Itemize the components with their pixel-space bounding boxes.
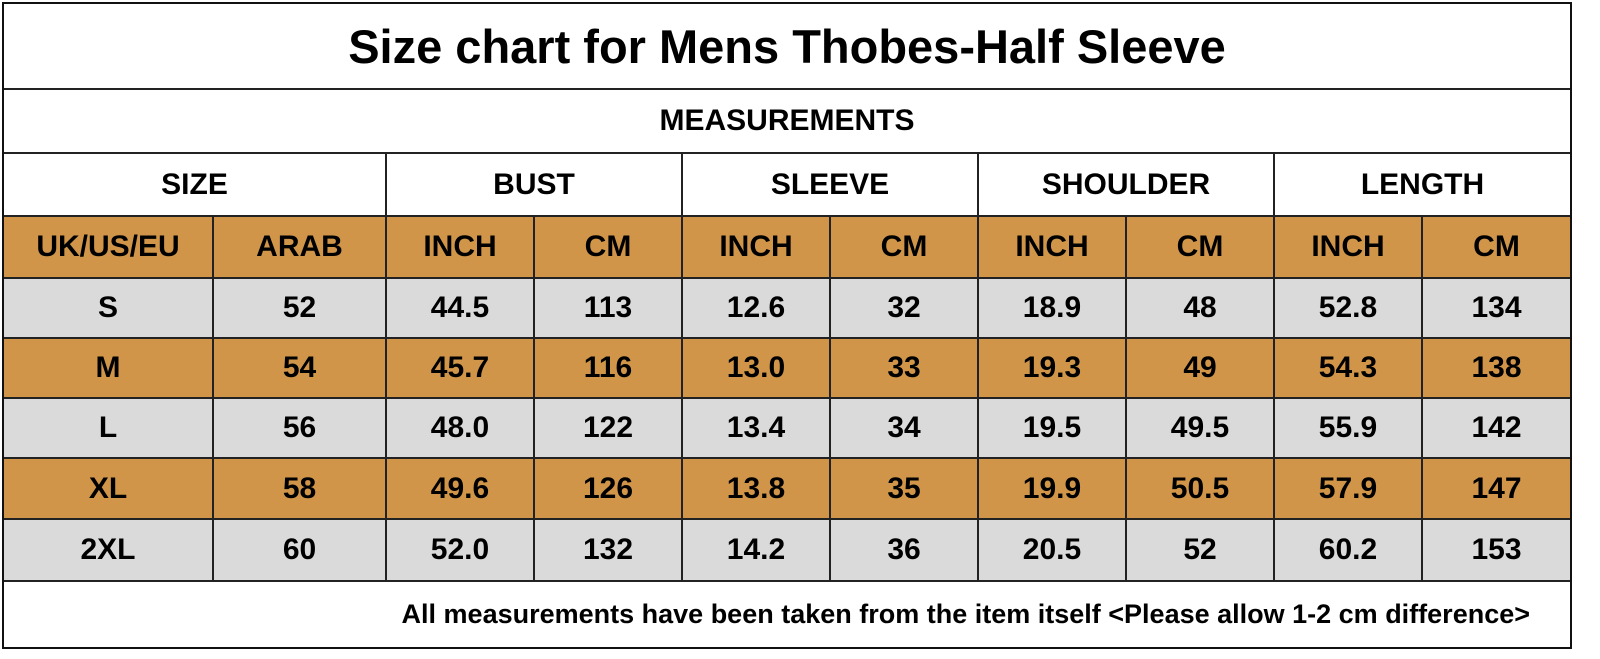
- table-cell: 34: [831, 399, 979, 459]
- table-cell: 142: [1423, 399, 1570, 459]
- unit-header: CM: [535, 217, 683, 279]
- table-cell: 48.0: [387, 399, 535, 459]
- group-header: SLEEVE: [683, 154, 979, 217]
- table-cell: 134: [1423, 279, 1570, 339]
- table-cell: 33: [831, 339, 979, 399]
- table-cell: 35: [831, 459, 979, 520]
- table-cell: 54.3: [1275, 339, 1423, 399]
- table-cell: 18.9: [979, 279, 1127, 339]
- table-cell: 49.5: [1127, 399, 1275, 459]
- title: Size chart for Mens Thobes-Half Sleeve: [4, 4, 1570, 90]
- unit-header: ARAB: [214, 217, 387, 279]
- table-cell: 122: [535, 399, 683, 459]
- table-cell: 13.4: [683, 399, 831, 459]
- table-cell: 52: [214, 279, 387, 339]
- table-cell: 147: [1423, 459, 1570, 520]
- table-cell: M: [4, 339, 214, 399]
- group-header: SHOULDER: [979, 154, 1275, 217]
- section-heading: MEASUREMENTS: [4, 90, 1570, 154]
- footer-note: All measurements have been taken from th…: [401, 599, 1530, 629]
- table-cell: XL: [4, 459, 214, 520]
- table-cell: L: [4, 399, 214, 459]
- unit-header: INCH: [387, 217, 535, 279]
- table-cell: 20.5: [979, 520, 1127, 582]
- table-cell: 153: [1423, 520, 1570, 582]
- table-cell: 19.9: [979, 459, 1127, 520]
- table-cell: 12.6: [683, 279, 831, 339]
- table-cell: 19.5: [979, 399, 1127, 459]
- table-cell: 36: [831, 520, 979, 582]
- table-cell: 48: [1127, 279, 1275, 339]
- unit-header: CM: [1423, 217, 1570, 279]
- table-cell: 56: [214, 399, 387, 459]
- table-cell: 13.8: [683, 459, 831, 520]
- table-cell: 54: [214, 339, 387, 399]
- group-header: LENGTH: [1275, 154, 1570, 217]
- table-cell: 49: [1127, 339, 1275, 399]
- table-cell: 13.0: [683, 339, 831, 399]
- table-cell: 58: [214, 459, 387, 520]
- size-chart: Size chart for Mens Thobes-Half Sleeve ME…: [2, 2, 1572, 649]
- table-cell: 60.2: [1275, 520, 1423, 582]
- table-cell: 14.2: [683, 520, 831, 582]
- group-header: BUST: [387, 154, 683, 217]
- table-cell: 49.6: [387, 459, 535, 520]
- table-cell: 113: [535, 279, 683, 339]
- table-cell: 52: [1127, 520, 1275, 582]
- unit-header: CM: [1127, 217, 1275, 279]
- table-cell: 55.9: [1275, 399, 1423, 459]
- table-cell: 19.3: [979, 339, 1127, 399]
- table-cell: 52.0: [387, 520, 535, 582]
- table-cell: 126: [535, 459, 683, 520]
- table-cell: 138: [1423, 339, 1570, 399]
- table-cell: 32: [831, 279, 979, 339]
- unit-header: INCH: [979, 217, 1127, 279]
- table-cell: 44.5: [387, 279, 535, 339]
- unit-header: INCH: [683, 217, 831, 279]
- table-cell: 132: [535, 520, 683, 582]
- table-cell: 50.5: [1127, 459, 1275, 520]
- table-cell: 116: [535, 339, 683, 399]
- table-cell: 52.8: [1275, 279, 1423, 339]
- unit-header: INCH: [1275, 217, 1423, 279]
- table-cell: 45.7: [387, 339, 535, 399]
- group-header: SIZE: [4, 154, 387, 217]
- unit-header: UK/US/EU: [4, 217, 214, 279]
- unit-header: CM: [831, 217, 979, 279]
- table-cell: 57.9: [1275, 459, 1423, 520]
- table-cell: S: [4, 279, 214, 339]
- table-cell: 60: [214, 520, 387, 582]
- table-cell: 2XL: [4, 520, 214, 582]
